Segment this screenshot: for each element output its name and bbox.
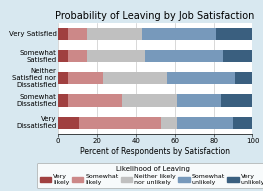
Bar [68, 50, 87, 62]
Bar [215, 28, 252, 40]
Bar [58, 72, 68, 84]
Bar [221, 94, 252, 107]
Bar [68, 72, 103, 84]
Bar [235, 72, 252, 84]
Bar [145, 50, 223, 62]
Bar [223, 50, 252, 62]
Bar [233, 117, 252, 129]
Bar [58, 94, 68, 107]
Bar [167, 72, 235, 84]
Bar [87, 28, 141, 40]
Bar [122, 94, 176, 107]
Bar [141, 28, 215, 40]
Legend: Very
likely, Somewhat
likely, Neither likely
nor unlikely, Somewhat
unlikely, Ve: Very likely, Somewhat likely, Neither li… [37, 163, 263, 188]
Bar [161, 117, 176, 129]
Bar [87, 50, 145, 62]
Bar [103, 72, 167, 84]
Bar [58, 117, 79, 129]
Bar [58, 50, 68, 62]
Bar [176, 94, 221, 107]
Title: Probability of Leaving by Job Satisfaction: Probability of Leaving by Job Satisfacti… [55, 11, 255, 21]
Bar [68, 28, 87, 40]
Bar [58, 28, 68, 40]
Bar [176, 117, 233, 129]
Bar [68, 94, 122, 107]
Bar [79, 117, 161, 129]
X-axis label: Percent of Respondents by Satisfaction: Percent of Respondents by Satisfaction [80, 147, 230, 156]
